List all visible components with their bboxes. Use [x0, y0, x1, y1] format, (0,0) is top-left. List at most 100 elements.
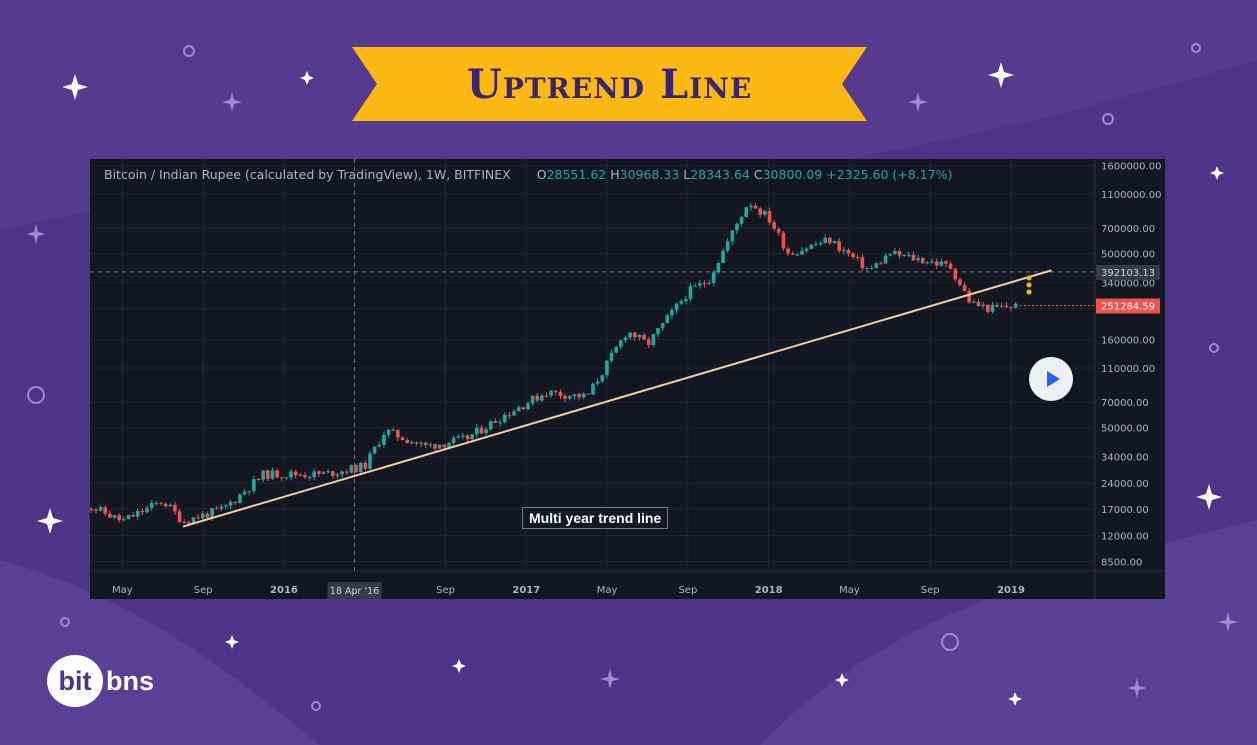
- ring-icon: [1102, 113, 1114, 125]
- candle-body: [228, 502, 233, 506]
- candle-body: [841, 250, 846, 252]
- y-tick-label: 110000.00: [1101, 364, 1155, 375]
- candle-body: [944, 261, 948, 264]
- candle-body: [925, 262, 930, 264]
- candle-body: [656, 328, 660, 335]
- brand-logo: bit bns: [47, 655, 154, 707]
- candle-body: [321, 472, 326, 474]
- candle-body: [730, 230, 735, 242]
- candle-body: [874, 263, 879, 268]
- sparkle-icon: [1210, 166, 1224, 180]
- candle-body: [437, 444, 442, 449]
- candle-body: [131, 515, 135, 517]
- x-tick-label: Sep: [678, 585, 697, 596]
- candle-body: [112, 515, 117, 518]
- candle-body: [688, 286, 693, 300]
- chart-legend: Bitcoin / Indian Rupee (calculated by Tr…: [104, 167, 952, 182]
- candle-body: [358, 462, 363, 473]
- open-key: O: [536, 167, 547, 182]
- candle-body: [307, 477, 312, 479]
- candle-body: [781, 232, 786, 249]
- candle-body: [684, 299, 688, 302]
- event-marker: [1026, 282, 1032, 288]
- candle-body: [145, 507, 149, 513]
- candle-body: [465, 435, 470, 440]
- sparkle-icon: [222, 92, 242, 112]
- candle-body: [883, 255, 888, 264]
- candle-body: [855, 256, 860, 258]
- candle-body: [340, 471, 344, 475]
- candle-body: [846, 250, 851, 254]
- candle-body: [200, 513, 205, 519]
- candle-body: [632, 332, 637, 338]
- symbol-label: Bitcoin / Indian Rupee (calculated by Tr…: [104, 167, 511, 182]
- trend-line-annotation: Multi year trend line: [522, 507, 669, 529]
- candle-body: [149, 502, 154, 508]
- candle-body: [693, 285, 697, 287]
- y-tick-label: 700000.00: [1101, 224, 1155, 235]
- candle-body: [396, 429, 400, 438]
- candle-body: [711, 272, 716, 283]
- play-button[interactable]: [1029, 357, 1073, 401]
- candle-body: [605, 360, 609, 376]
- x-tick-label: 2019: [997, 585, 1025, 596]
- candle-body: [679, 301, 684, 304]
- candle-body: [549, 390, 553, 396]
- sparkle-icon: [62, 74, 88, 100]
- crosshair-y-label-box: [1096, 264, 1160, 280]
- candle-body: [372, 446, 377, 454]
- change-value: +2325.60 (+8.17%): [826, 167, 953, 182]
- crosshair-x-label: 18 Apr '16: [330, 586, 379, 597]
- candle-body: [879, 263, 883, 265]
- candle-body: [433, 444, 437, 449]
- y-tick-label: 50000.00: [1101, 424, 1149, 435]
- sparkle-icon: [225, 635, 239, 649]
- candle-body: [800, 250, 804, 255]
- candle-body: [651, 334, 656, 345]
- x-tick-label: Sep: [436, 585, 455, 596]
- sparkle-icon: [600, 669, 620, 689]
- y-tick-label: 17000.00: [1101, 505, 1149, 516]
- sparkle-icon: [835, 673, 849, 687]
- sparkle-icon: [1196, 484, 1222, 510]
- candle-body: [953, 268, 958, 280]
- candle-body: [907, 254, 911, 256]
- candle-body: [442, 444, 447, 448]
- close-value: 30800.09: [762, 167, 823, 182]
- candle-body: [163, 503, 168, 507]
- ring-icon: [311, 701, 321, 711]
- trend-line: [182, 269, 1052, 528]
- candle-body: [809, 244, 814, 249]
- candle-body: [967, 290, 972, 303]
- candle-body: [219, 506, 224, 509]
- candle-body: [266, 470, 270, 479]
- candle-body: [619, 340, 623, 348]
- candle-body: [804, 248, 809, 251]
- sparkle-icon: [1127, 678, 1147, 698]
- candle-body: [410, 442, 414, 444]
- candle-body: [507, 414, 512, 416]
- candle-body: [823, 237, 828, 244]
- candle-body: [252, 479, 256, 492]
- high-value: 30968.33: [619, 167, 680, 182]
- candle-body: [948, 263, 953, 269]
- candle-body: [205, 513, 210, 518]
- candle-body: [972, 301, 976, 303]
- candle-body: [554, 390, 558, 392]
- candle-body: [628, 332, 632, 338]
- candle-body: [893, 251, 897, 255]
- candle-body: [530, 395, 535, 404]
- ring-icon: [60, 617, 70, 627]
- candle-body: [475, 427, 479, 435]
- candle-body: [242, 491, 247, 495]
- event-marker: [1026, 289, 1032, 295]
- candle-body: [354, 465, 358, 473]
- candle-body: [665, 315, 670, 324]
- y-tick-label: 70000.00: [1101, 398, 1149, 409]
- candle-body: [349, 465, 354, 473]
- sparkle-icon: [300, 71, 314, 85]
- candle-body: [386, 429, 391, 435]
- candle-body: [326, 471, 330, 473]
- candle-body: [609, 352, 614, 361]
- candle-body: [572, 393, 577, 397]
